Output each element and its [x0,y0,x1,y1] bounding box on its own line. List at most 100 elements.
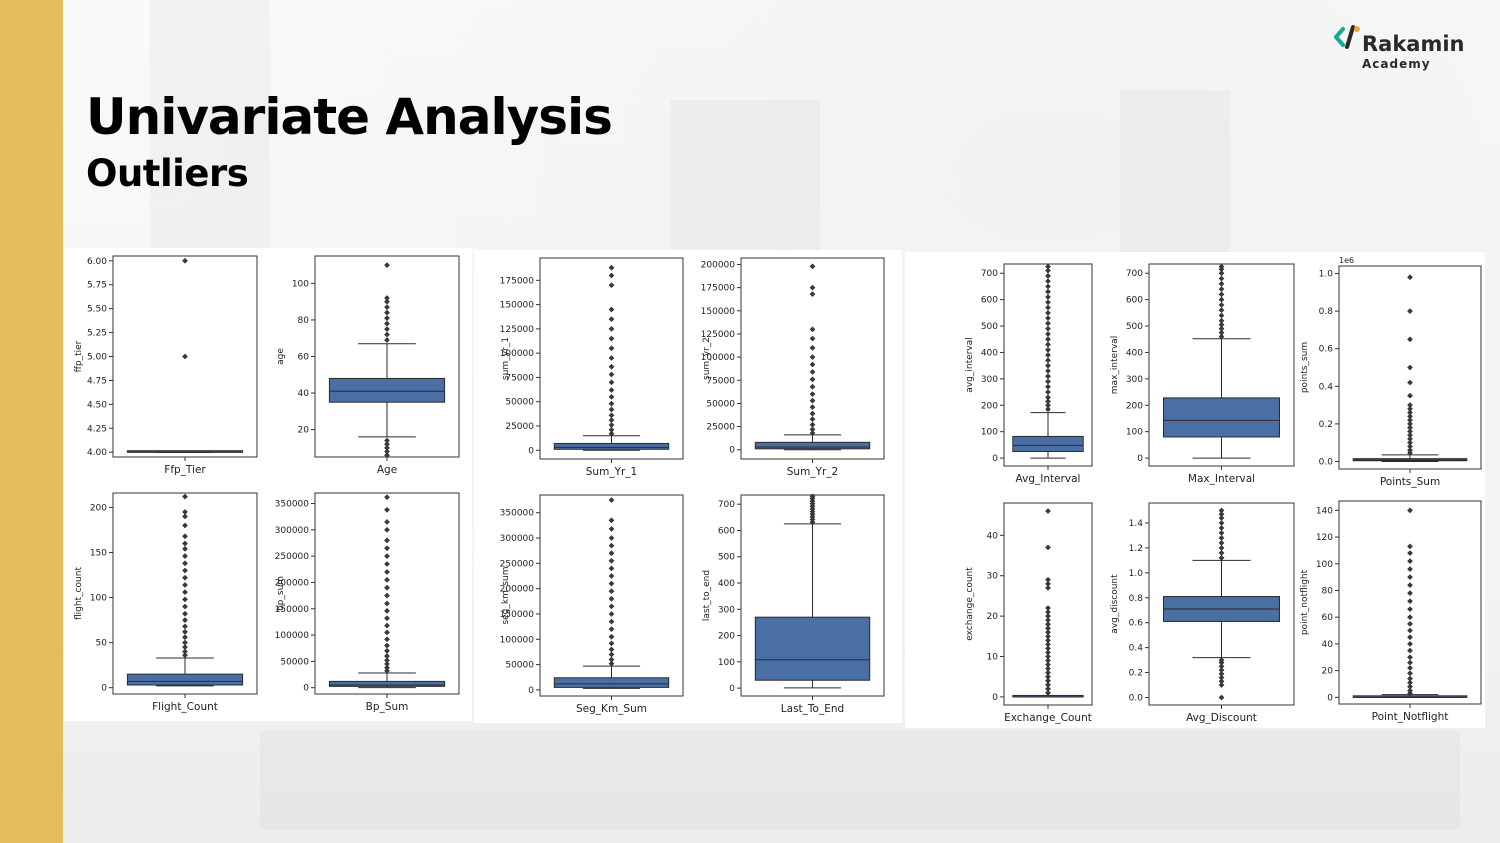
outlier-point [809,416,816,423]
y-tick-label: 0 [729,446,735,456]
outlier-point [1045,325,1051,332]
outlier-point [384,561,390,567]
outlier-point [182,617,188,624]
y-tick-label: 0.6 [1129,619,1144,629]
outlier-point [608,406,615,413]
outlier-point [608,363,615,370]
outlier-point [1045,665,1051,672]
outlier-point [182,560,188,567]
outlier-point [1407,634,1413,641]
x-axis-label: Point_Notflight [1372,711,1449,723]
y-tick-label: 600 [718,526,735,536]
y-tick-label: 120 [1316,533,1333,543]
outlier-point [809,493,816,500]
outlier-point [1045,609,1051,616]
outlier-point [1045,398,1051,405]
x-axis-label: Points_Sum [1380,476,1440,488]
outlier-point [1218,678,1225,685]
outlier-point [608,379,615,386]
outlier-point [182,623,188,630]
outlier-point [384,437,390,444]
outlier-point [384,661,390,667]
outlier-point [608,393,615,400]
outlier-point [1407,582,1413,589]
y-tick-label: 100000 [275,631,310,641]
y-tick-label: 4.50 [87,400,107,410]
y-tick-label: 100000 [500,349,535,359]
outlier-point [608,371,615,378]
outlier-point [182,493,188,500]
x-axis-label: Bp_Sum [366,701,409,713]
outlier-point [1218,667,1225,674]
outlier-point [608,430,615,437]
outlier-point [1045,637,1051,644]
outlier-point [1407,428,1413,435]
outlier-point [1045,304,1051,311]
y-tick-label: 0.2 [1319,420,1333,430]
y-tick-label: 0 [1327,693,1333,703]
outlier-point [608,345,615,352]
outlier-point [608,646,615,653]
outlier-point [809,361,816,368]
slide-subtitle: Outliers [86,152,249,195]
outlier-point [608,595,615,602]
outlier-point [384,584,390,591]
rakamin-logo: Rakamin Academy [1332,24,1477,74]
iqr-box [754,441,871,450]
background-building [260,730,1460,830]
outlier-point [1407,364,1413,371]
outlier-point [608,550,615,557]
outlier-point [182,581,188,588]
outlier-point [384,657,390,664]
outlier-point [608,651,615,658]
outlier-point [182,596,188,603]
outlier-point [608,626,615,633]
outlier-point [1045,625,1051,632]
outlier-point [1218,663,1225,670]
outlier-point [1218,329,1225,336]
outlier-point [608,387,615,394]
outlier-point [1045,576,1051,583]
outlier-point [182,508,188,515]
y-tick-label: 175000 [500,276,535,286]
outlier-point [384,441,390,448]
y-tick-label: 50000 [505,661,534,671]
outlier-point [809,326,816,333]
y-tick-label: 600 [1126,296,1143,306]
outlier-point [384,553,390,560]
outlier-point [809,376,816,383]
outlier-point [1407,675,1413,682]
y-tick-label: 0 [528,446,534,456]
background-building [1120,90,1230,260]
outlier-point [384,320,390,327]
y-tick-label: 0.2 [1129,669,1143,679]
outlier-point [1407,417,1413,424]
outlier-point [384,667,390,674]
outlier-point [608,426,615,433]
outlier-point [1407,659,1413,666]
outlier-point [809,368,816,375]
outlier-point [182,513,188,520]
y-tick-label: 50000 [706,399,735,409]
y-tick-label: 500 [1126,322,1143,332]
y-tick-label: 100000 [500,635,535,645]
outlier-point [1407,654,1413,661]
outlier-point [809,421,816,428]
outlier-point [1045,346,1051,353]
outlier-point [384,448,390,455]
y-tick-label: 1.0 [1319,270,1334,280]
outlier-point [1045,645,1051,652]
outlier-point [1218,507,1225,514]
outlier-point [384,518,390,525]
outlier-point [608,306,615,313]
outlier-point [1045,367,1051,374]
outlier-point [1045,336,1051,343]
y-tick-label: 4.00 [87,448,107,458]
outlier-point [1218,670,1225,677]
y-tick-label: 0.0 [1129,694,1144,704]
outlier-point [1407,670,1413,677]
outlier-point [384,309,390,316]
y-tick-label: 300 [1126,375,1143,385]
y-tick-label: 150000 [275,605,310,615]
outlier-point [384,331,390,338]
